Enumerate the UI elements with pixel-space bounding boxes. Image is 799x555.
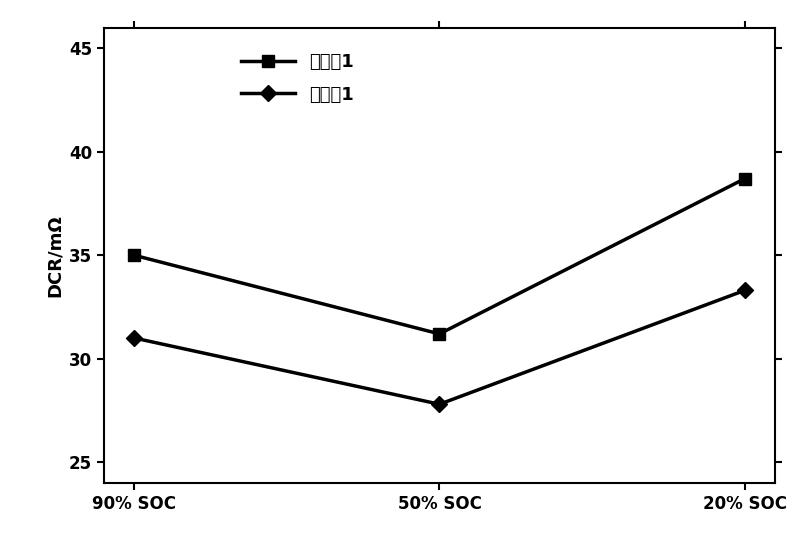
对比例1 xyxy=(740,175,749,182)
Line: 实施例1: 实施例1 xyxy=(129,285,750,410)
实施例1 xyxy=(435,401,444,407)
实施例1 xyxy=(740,287,749,294)
对比例1 xyxy=(129,252,139,259)
实施例1 xyxy=(129,335,139,341)
Y-axis label: DCR/mΩ: DCR/mΩ xyxy=(46,214,63,297)
Legend: 对比例1, 实施例1: 对比例1, 实施例1 xyxy=(233,46,361,111)
Line: 对比例1: 对比例1 xyxy=(128,173,751,340)
对比例1 xyxy=(435,331,444,337)
